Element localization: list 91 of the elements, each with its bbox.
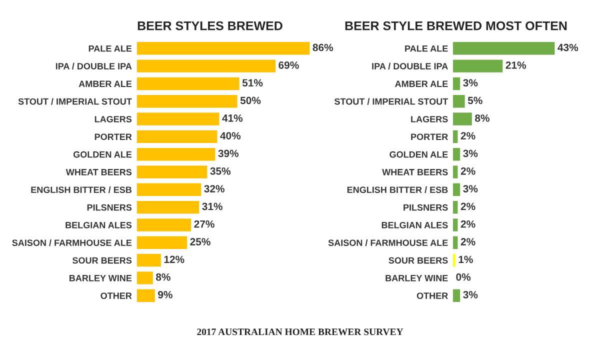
data-label: 2% — [460, 132, 476, 140]
y-tick-label: BELGIAN ALES — [66, 222, 132, 228]
bar — [453, 42, 555, 55]
data-label: 8% — [156, 273, 170, 281]
data-label: 32% — [204, 185, 224, 192]
bar — [453, 148, 460, 161]
data-label: 69% — [278, 61, 299, 69]
y-tick-label: BARLEY WINE — [386, 275, 448, 282]
data-label: 31% — [202, 202, 222, 210]
data-label: 9% — [158, 291, 172, 298]
y-tick-label: ENGLISH BITTER / ESB — [347, 186, 448, 194]
y-tick-label: SAISON / FARMHOUSE ALE — [328, 239, 448, 246]
y-tick-label: WHEAT BEERS — [382, 168, 448, 176]
y-tick-label: PORTER — [94, 134, 132, 140]
bar — [453, 60, 503, 72]
y-tick-label: IPA / DOUBLE IPA — [372, 62, 448, 70]
y-tick-label: LAGERS — [411, 116, 448, 122]
bar — [136, 289, 155, 302]
data-label: 21% — [506, 61, 526, 69]
bar — [136, 218, 192, 232]
bar — [136, 60, 276, 72]
y-tick-label: BARLEY WINE — [70, 275, 132, 282]
bar — [136, 272, 153, 284]
data-label: 27% — [194, 220, 214, 228]
bar — [136, 95, 238, 108]
data-label: 12% — [164, 256, 184, 264]
data-label: 3% — [463, 150, 478, 158]
y-tick-label: PALE ALE — [405, 45, 448, 52]
bar — [136, 183, 202, 196]
bar — [453, 166, 458, 178]
data-label: 3% — [463, 185, 478, 192]
y-tick-label: SOUR BEERS — [72, 257, 132, 264]
bar — [453, 95, 465, 108]
bar — [453, 236, 458, 249]
bar — [453, 289, 460, 302]
bar — [136, 236, 188, 249]
bar — [453, 77, 460, 90]
data-label: 8% — [475, 114, 490, 122]
data-label: 40% — [220, 132, 241, 140]
data-label: 2% — [460, 220, 476, 228]
data-label: 43% — [558, 44, 578, 52]
data-label: 51% — [242, 79, 263, 87]
data-label: 39% — [218, 150, 239, 158]
data-label: 35% — [210, 167, 231, 175]
data-label: 0% — [456, 273, 471, 281]
y-tick-label: PILSNERS — [404, 204, 448, 211]
bar — [136, 42, 310, 55]
y-tick-label: LAGERS — [94, 116, 132, 122]
y-tick-label: GOLDEN ALE — [390, 151, 448, 158]
bar — [453, 130, 458, 144]
data-label: 2% — [460, 167, 476, 175]
bar — [136, 254, 161, 267]
y-tick-label: OTHER — [100, 292, 132, 299]
y-tick-label: STOUT / IMPERIAL STOUT — [334, 98, 448, 105]
data-label: 2% — [460, 202, 476, 210]
data-label: 2% — [460, 238, 476, 246]
y-tick-label: IPA / DOUBLE IPA — [56, 62, 132, 70]
chart-title: BEER STYLES BREWED — [138, 21, 282, 30]
text: 2017 AUSTRALIAN HOME BREWER SURVEY — [197, 328, 404, 336]
y-tick-label: GOLDEN ALE — [73, 151, 132, 158]
bar — [136, 112, 220, 126]
bar — [136, 77, 240, 90]
y-tick-label: PILSNERS — [87, 204, 132, 211]
data-label: 50% — [240, 96, 261, 104]
y-tick-label: STOUT / IMPERIAL STOUT — [18, 98, 132, 105]
bar — [136, 148, 216, 161]
data-label: 5% — [468, 96, 482, 104]
y-tick-label: SOUR BEERS — [388, 257, 448, 264]
bar — [136, 130, 218, 144]
y-tick-label: AMBER ALE — [395, 80, 448, 87]
data-label: 41% — [222, 114, 243, 122]
y-tick-label: WHEAT BEERS — [66, 168, 132, 176]
data-label: 25% — [190, 238, 210, 246]
bar — [453, 183, 460, 196]
bar — [453, 112, 472, 126]
y-tick-label: ENGLISH BITTER / ESB — [31, 186, 132, 194]
bar — [136, 166, 208, 178]
bar — [453, 200, 458, 214]
data-label: 3% — [463, 79, 478, 87]
y-tick-label: SAISON / FARMHOUSE ALE — [12, 239, 132, 246]
data-label: 3% — [463, 291, 478, 298]
y-tick-label: AMBER ALE — [78, 80, 132, 87]
data-label: 86% — [312, 44, 334, 52]
chart-title: BEER STYLE BREWED MOST OFTEN — [345, 21, 567, 30]
y-tick-label: PORTER — [411, 134, 448, 140]
data-label: 1% — [458, 256, 473, 264]
y-tick-label: OTHER — [416, 292, 448, 299]
bar — [136, 200, 200, 214]
y-tick-label: PALE ALE — [88, 45, 132, 52]
y-tick-label: BELGIAN ALES — [382, 222, 448, 228]
bar — [453, 218, 458, 232]
